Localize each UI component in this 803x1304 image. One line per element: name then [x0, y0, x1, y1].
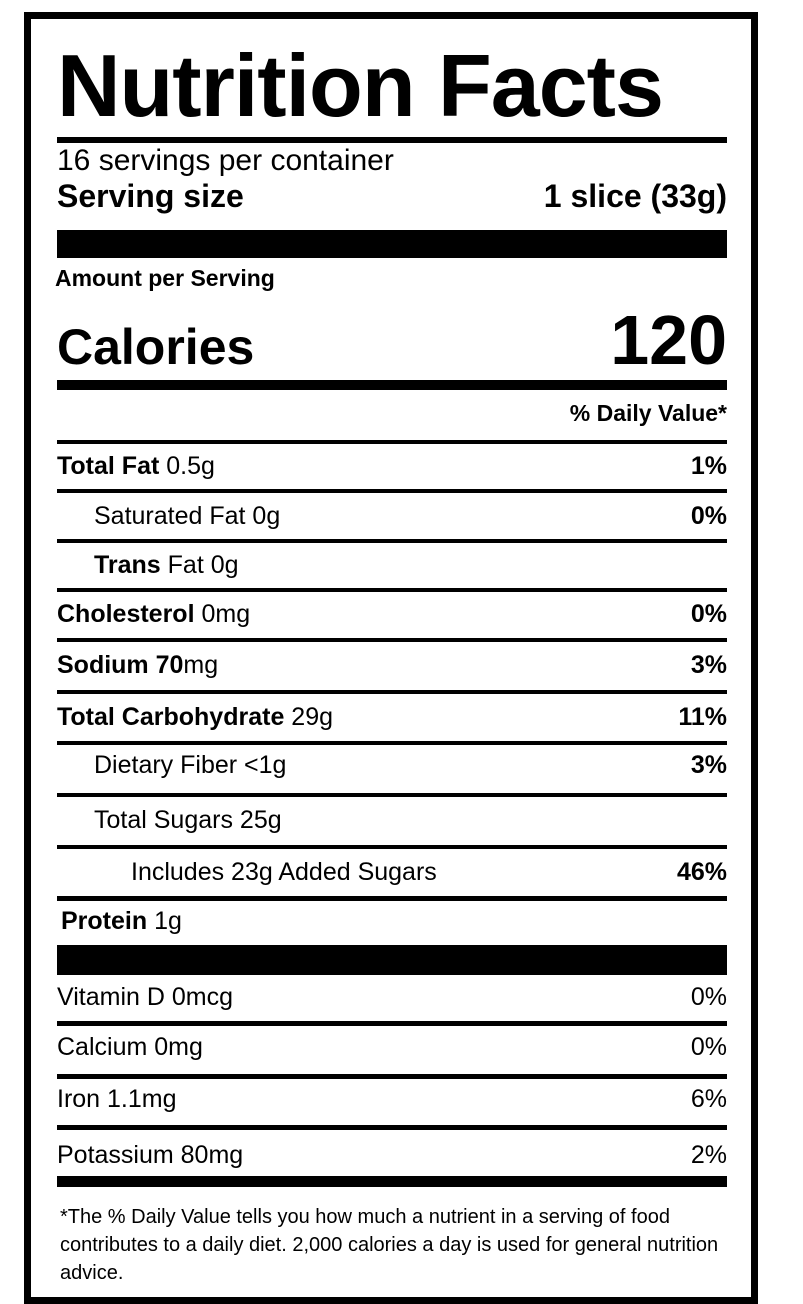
vitamin-name: Calcium 0mg [57, 1033, 203, 1061]
vitamin-name: Vitamin D 0mcg [57, 983, 233, 1011]
nutrient-amount: Fat 0g [160, 551, 239, 579]
nutrient-row-cholesterol: Cholesterol 0mg 0% [57, 600, 727, 629]
divider [57, 489, 727, 493]
vitamin-name: Potassium 80mg [57, 1141, 244, 1169]
divider [57, 539, 727, 543]
medium-bar [57, 380, 727, 390]
vitamin-dv: 0% [690, 983, 727, 1011]
divider [57, 1125, 727, 1130]
calories-row: Calories 120 [57, 300, 727, 380]
nutrient-row-total-carbohydrate: Total Carbohydrate 29g 11% [57, 703, 727, 732]
divider [57, 793, 727, 797]
nutrient-amount: 0mg [194, 600, 251, 628]
thick-bar [57, 945, 727, 975]
nutrient-amount: 1g [147, 907, 182, 935]
nutrient-row-added-sugars: Includes 23g Added Sugars 46% [57, 858, 727, 887]
nutrient-name: Dietary Fiber <1g [94, 751, 287, 779]
nutrient-name: Protein [61, 907, 148, 935]
serving-size-value: 1 slice (33g) [543, 178, 727, 214]
amount-per-serving: Amount per Serving [55, 265, 275, 291]
nutrient-name: Cholesterol [57, 600, 195, 628]
nutrient-name: Total Sugars 25g [94, 806, 282, 834]
divider [57, 588, 727, 592]
divider [57, 741, 727, 745]
divider [57, 1074, 727, 1079]
nutrient-amount: mg [183, 651, 219, 679]
vitamin-row-calcium: Calcium 0mg 0% [57, 1033, 727, 1062]
thick-bar [57, 230, 727, 258]
divider [57, 137, 727, 143]
medium-bar [57, 1176, 727, 1187]
label-title: Nutrition Facts [57, 36, 664, 135]
calories-value: 120 [610, 301, 727, 379]
nutrient-row-protein: Protein 1g [61, 907, 731, 936]
serving-size-label: Serving size [57, 178, 244, 214]
nutrient-row-sodium: Sodium 70mg 3% [57, 651, 727, 680]
nutrient-amount: 29g [284, 703, 334, 731]
nutrient-dv: 0% [690, 502, 727, 530]
nutrient-amount: 0.5g [159, 452, 215, 480]
label-border [24, 12, 758, 1304]
nutrient-dv: 0% [690, 600, 727, 628]
divider [57, 1021, 727, 1026]
nutrient-name: Saturated Fat 0g [94, 502, 281, 530]
nutrient-name: Total Fat [57, 452, 160, 480]
nutrient-dv: 11% [678, 703, 727, 731]
nutrient-row-dietary-fiber: Dietary Fiber <1g 3% [57, 751, 727, 780]
serving-size-row: Serving size 1 slice (33g) [57, 178, 727, 215]
divider [57, 896, 727, 901]
nutrient-row-total-sugars: Total Sugars 25g [57, 806, 727, 835]
nutrient-dv: 46% [676, 858, 727, 886]
vitamin-row-potassium: Potassium 80mg 2% [57, 1141, 727, 1170]
nutrient-name: Includes 23g Added Sugars [131, 858, 437, 886]
vitamin-dv: 6% [690, 1085, 727, 1113]
nutrient-row-saturated-fat: Saturated Fat 0g 0% [57, 502, 727, 531]
vitamin-name: Iron 1.1mg [57, 1085, 177, 1113]
nutrient-name: Sodium 70 [57, 651, 184, 679]
divider [57, 690, 727, 694]
nutrient-name: Trans [94, 551, 161, 579]
nutrient-dv: 1% [690, 452, 727, 480]
divider [57, 638, 727, 642]
servings-per-container: 16 servings per container [57, 144, 394, 177]
vitamin-dv: 0% [690, 1033, 727, 1061]
nutrient-dv: 3% [690, 651, 727, 679]
nutrient-dv: 3% [690, 751, 727, 779]
daily-value-header: % Daily Value* [569, 400, 727, 426]
nutrient-row-trans-fat: Trans Fat 0g [57, 551, 727, 580]
footnote: *The % Daily Value tells you how much a … [60, 1206, 719, 1284]
divider [57, 845, 727, 849]
nutrient-name: Total Carbohydrate [57, 703, 285, 731]
nutrient-row-total-fat: Total Fat 0.5g 1% [57, 452, 727, 481]
vitamin-row-iron: Iron 1.1mg 6% [57, 1085, 727, 1114]
divider [57, 440, 727, 444]
vitamin-dv: 2% [690, 1141, 727, 1169]
vitamin-row-vitamin-d: Vitamin D 0mcg 0% [57, 983, 727, 1012]
calories-label: Calories [57, 319, 255, 375]
